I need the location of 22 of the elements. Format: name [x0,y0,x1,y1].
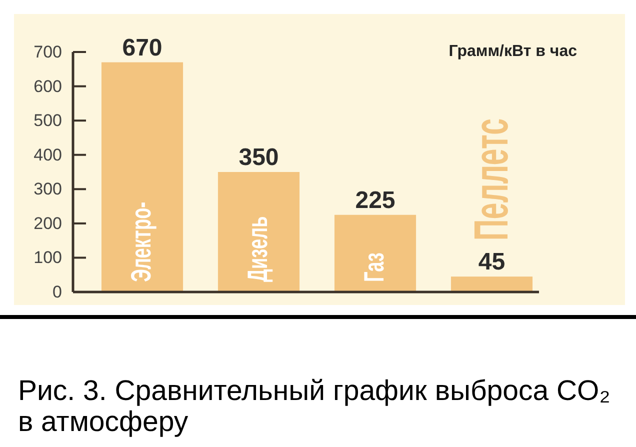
data-label: 350 [238,144,279,171]
y-tick-label: 100 [34,248,62,268]
bar [450,276,533,292]
x-tick-label: Дизель [243,216,274,282]
data-label: 670 [122,34,162,62]
bar [334,214,416,292]
y-axis-title: Грамм/кВт в час [448,43,578,60]
y-tick-label: 600 [34,76,62,96]
bar [101,62,184,292]
y-tick-label: 400 [34,145,62,164]
y-tick-label: 700 [34,42,62,62]
bar [218,172,300,292]
y-tick-label: 0 [52,282,62,302]
x-tick-label: Пеллетс [465,118,518,241]
y-tick-label: 500 [34,111,62,130]
x-tick-label: Газ [360,252,391,282]
data-label: 225 [355,186,396,214]
data-label: 45 [478,248,506,276]
x-tick-label: Электро- [126,202,158,282]
y-tick-label: 300 [34,180,62,199]
y-tick-label: 200 [34,214,62,233]
text: Рис. 3. Сравнительный график выброса CO₂ в атмосферу [18,375,612,438]
